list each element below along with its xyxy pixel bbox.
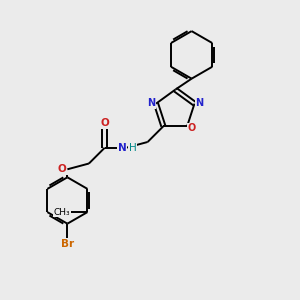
- Text: Br: Br: [61, 239, 74, 249]
- Text: O: O: [100, 118, 109, 128]
- Text: H: H: [129, 143, 136, 153]
- Text: N: N: [196, 98, 204, 108]
- Text: O: O: [188, 123, 196, 133]
- Text: O: O: [58, 164, 67, 174]
- Text: N: N: [118, 143, 127, 153]
- Text: CH₃: CH₃: [54, 208, 70, 217]
- Text: N: N: [147, 98, 155, 108]
